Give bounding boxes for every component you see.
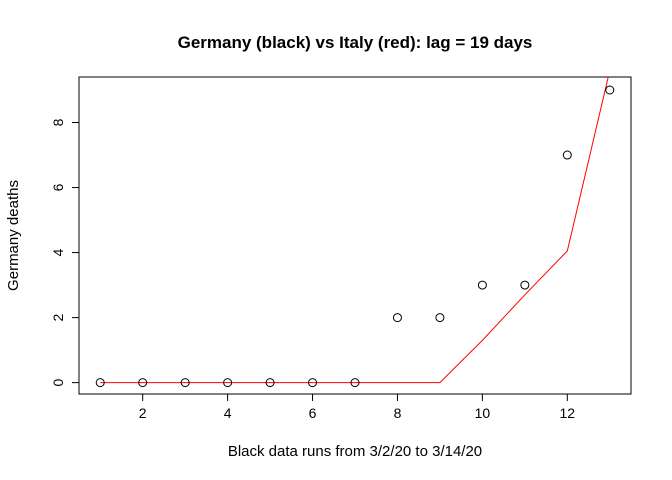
y-tick-label: 2	[50, 313, 66, 321]
germany-data-point	[180, 378, 190, 388]
germany-data-point	[520, 280, 530, 290]
y-axis-label: Germany deaths	[5, 180, 22, 291]
germany-data-point	[477, 280, 487, 290]
x-tick-label: 6	[309, 405, 317, 421]
germany-data-point	[392, 313, 402, 323]
germany-data-point	[308, 378, 318, 388]
y-axis: 0 2 4 6 8	[50, 118, 80, 387]
germany-data-point	[95, 378, 105, 388]
y-tick-label: 6	[50, 183, 66, 191]
germany-data-point	[435, 313, 445, 323]
x-axis-label: Black data runs from 3/2/20 to 3/14/20	[228, 443, 482, 460]
y-tick-label: 0	[50, 379, 66, 387]
chart-title: Germany (black) vs Italy (red): lag = 19…	[178, 33, 533, 52]
x-tick-label: 10	[475, 405, 491, 421]
germany-data-point	[138, 378, 148, 388]
x-tick-label: 4	[224, 405, 232, 421]
germany-data-point	[265, 378, 275, 388]
x-tick-label: 2	[139, 405, 147, 421]
y-tick-label: 8	[50, 118, 66, 126]
x-axis: 2 4 6 8 10 12	[139, 393, 576, 421]
germany-data-point	[605, 85, 615, 95]
plot-area	[95, 77, 615, 388]
y-tick-label: 4	[50, 248, 66, 256]
germany-data-point	[562, 150, 572, 160]
plot-frame	[78, 76, 632, 395]
germany-data-point	[223, 378, 233, 388]
italy-series-line	[100, 77, 609, 384]
x-tick-label: 8	[394, 405, 402, 421]
germany-data-point	[350, 378, 360, 388]
x-tick-label: 12	[560, 405, 576, 421]
